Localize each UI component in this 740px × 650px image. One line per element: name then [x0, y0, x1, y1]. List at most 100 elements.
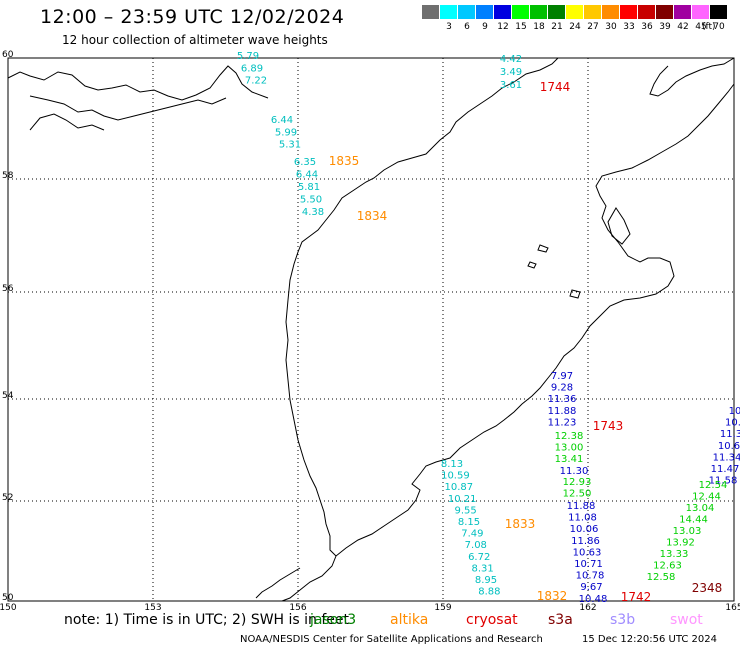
wave-height-reading: 10.06	[570, 524, 599, 535]
wave-height-reading: 5.31	[279, 140, 301, 151]
coastline	[285, 57, 735, 557]
wave-height-reading: 11.58	[709, 476, 738, 487]
wave-height-reading: 13.92	[666, 538, 695, 549]
legend-label: 33	[623, 22, 635, 32]
legend-label: 42	[677, 22, 689, 32]
satellite-legend-item: jason3	[310, 612, 357, 628]
legend-swatch	[692, 5, 710, 19]
legend-label: 9	[482, 22, 488, 32]
wave-height-reading: 11.88	[548, 406, 577, 417]
lat-label: 58	[2, 171, 14, 181]
wave-height-reading: 11.08	[568, 513, 597, 524]
legend-swatch	[476, 5, 494, 19]
wave-height-reading: 5.79	[237, 51, 259, 62]
wave-height-reading: 8.31	[471, 563, 493, 574]
wave-height-reading: 4.42	[500, 54, 522, 65]
wave-height-reading: 11.88	[567, 501, 596, 512]
wave-height-reading: 7.97	[551, 371, 573, 382]
legend-swatch	[566, 5, 584, 19]
lat-label: 56	[2, 284, 14, 294]
legend-label: 39	[659, 22, 671, 32]
footnote: note: 1) Time is in UTC; 2) SWH is in fe…	[64, 612, 350, 628]
legend-label: 45	[695, 22, 707, 32]
wave-height-reading: 8.95	[475, 575, 497, 586]
legend-label: 70	[713, 22, 725, 32]
wave-height-reading: 10.21	[448, 494, 477, 505]
coastline	[7, 65, 269, 101]
legend-swatch	[440, 5, 458, 19]
wave-height-reading: 10.48	[579, 594, 608, 605]
legend-swatch	[674, 5, 692, 19]
coastline	[255, 567, 301, 599]
chart-subtitle: 12 hour collection of altimeter wave hei…	[62, 33, 328, 47]
map-frame	[7, 57, 735, 602]
pass-time-label: 1833	[505, 517, 536, 531]
wave-height-reading: 5.81	[298, 182, 320, 193]
wave-height-reading: 6.44	[296, 170, 318, 181]
legend-label: 6	[464, 22, 470, 32]
wave-height-reading: 7.49	[461, 529, 483, 540]
wave-height-reading: 11.34	[713, 452, 740, 463]
legend-swatch	[620, 5, 638, 19]
lon-label: 153	[144, 603, 161, 613]
lat-label: 54	[2, 391, 14, 401]
coastline	[537, 244, 549, 253]
legend-swatch	[512, 5, 530, 19]
wave-height-reading: 6.35	[294, 157, 316, 168]
coastline	[527, 261, 537, 269]
lat-label: 50	[2, 593, 14, 603]
lon-label: 150	[0, 603, 17, 613]
wave-height-reading: 4.38	[302, 207, 324, 218]
legend-label: 12	[497, 22, 509, 32]
satellite-legend-item: swot	[670, 612, 703, 628]
wave-height-reading: 8.13	[441, 459, 463, 470]
lon-label: 159	[434, 603, 451, 613]
legend-swatch	[494, 5, 512, 19]
wave-height-reading: 10.87	[444, 482, 473, 493]
wave-height-reading: 11.30	[560, 466, 589, 477]
lon-label: 162	[579, 603, 596, 613]
wave-height-reading: 12.54	[699, 480, 728, 491]
pass-time-label: 1742	[621, 590, 652, 604]
wave-height-reading: 10.63	[573, 547, 602, 558]
legend-swatch	[548, 5, 566, 19]
legend-label: 15	[515, 22, 527, 32]
wave-height-reading: 6.44	[271, 115, 293, 126]
legend-swatch	[656, 5, 674, 19]
wave-height-reading: 5.50	[300, 195, 322, 206]
legend-unit: (ft)	[702, 22, 716, 32]
satellite-legend-item: s3b	[610, 612, 636, 628]
chart-title: 12:00 – 23:59 UTC 12/02/2024	[40, 6, 345, 28]
credit-line: NOAA/NESDIS Center for Satellite Applica…	[240, 634, 543, 645]
wave-height-reading: 12.44	[692, 492, 721, 503]
legend-swatch	[458, 5, 476, 19]
wave-height-reading: 3.61	[500, 80, 522, 91]
legend-swatch	[584, 5, 602, 19]
legend-label: 21	[551, 22, 563, 32]
wave-height-reading: 8.15	[458, 517, 480, 528]
wave-height-reading: 12.50	[563, 489, 592, 500]
wave-height-reading: 10.	[725, 418, 740, 429]
legend-label: 24	[569, 22, 581, 32]
wave-height-reading: 11.3	[720, 429, 740, 440]
wave-height-reading: 5.99	[275, 127, 297, 138]
pass-time-label: 1832	[537, 589, 568, 603]
wave-height-reading: 7.08	[465, 540, 487, 551]
wave-height-reading: 10	[729, 406, 740, 417]
wave-height-reading: 10.71	[574, 559, 603, 570]
legend-swatch	[422, 5, 440, 19]
lat-label: 52	[2, 493, 13, 503]
coastline	[281, 555, 337, 602]
wave-height-reading: 11.86	[571, 536, 600, 547]
wave-height-reading: 14.44	[679, 515, 708, 526]
pass-time-label: 1834	[357, 209, 388, 223]
wave-height-reading: 12.63	[653, 561, 682, 572]
lat-label: 60	[2, 50, 14, 60]
wave-height-reading: 12.58	[647, 572, 676, 583]
wave-height-reading: 8.88	[478, 587, 500, 598]
wave-height-reading: 9.67	[580, 582, 602, 593]
pass-time-label: 2348	[692, 581, 723, 595]
wave-height-reading: 10.59	[441, 471, 470, 482]
wave-height-reading: 3.49	[500, 67, 522, 78]
pass-time-label: 1743	[593, 419, 624, 433]
